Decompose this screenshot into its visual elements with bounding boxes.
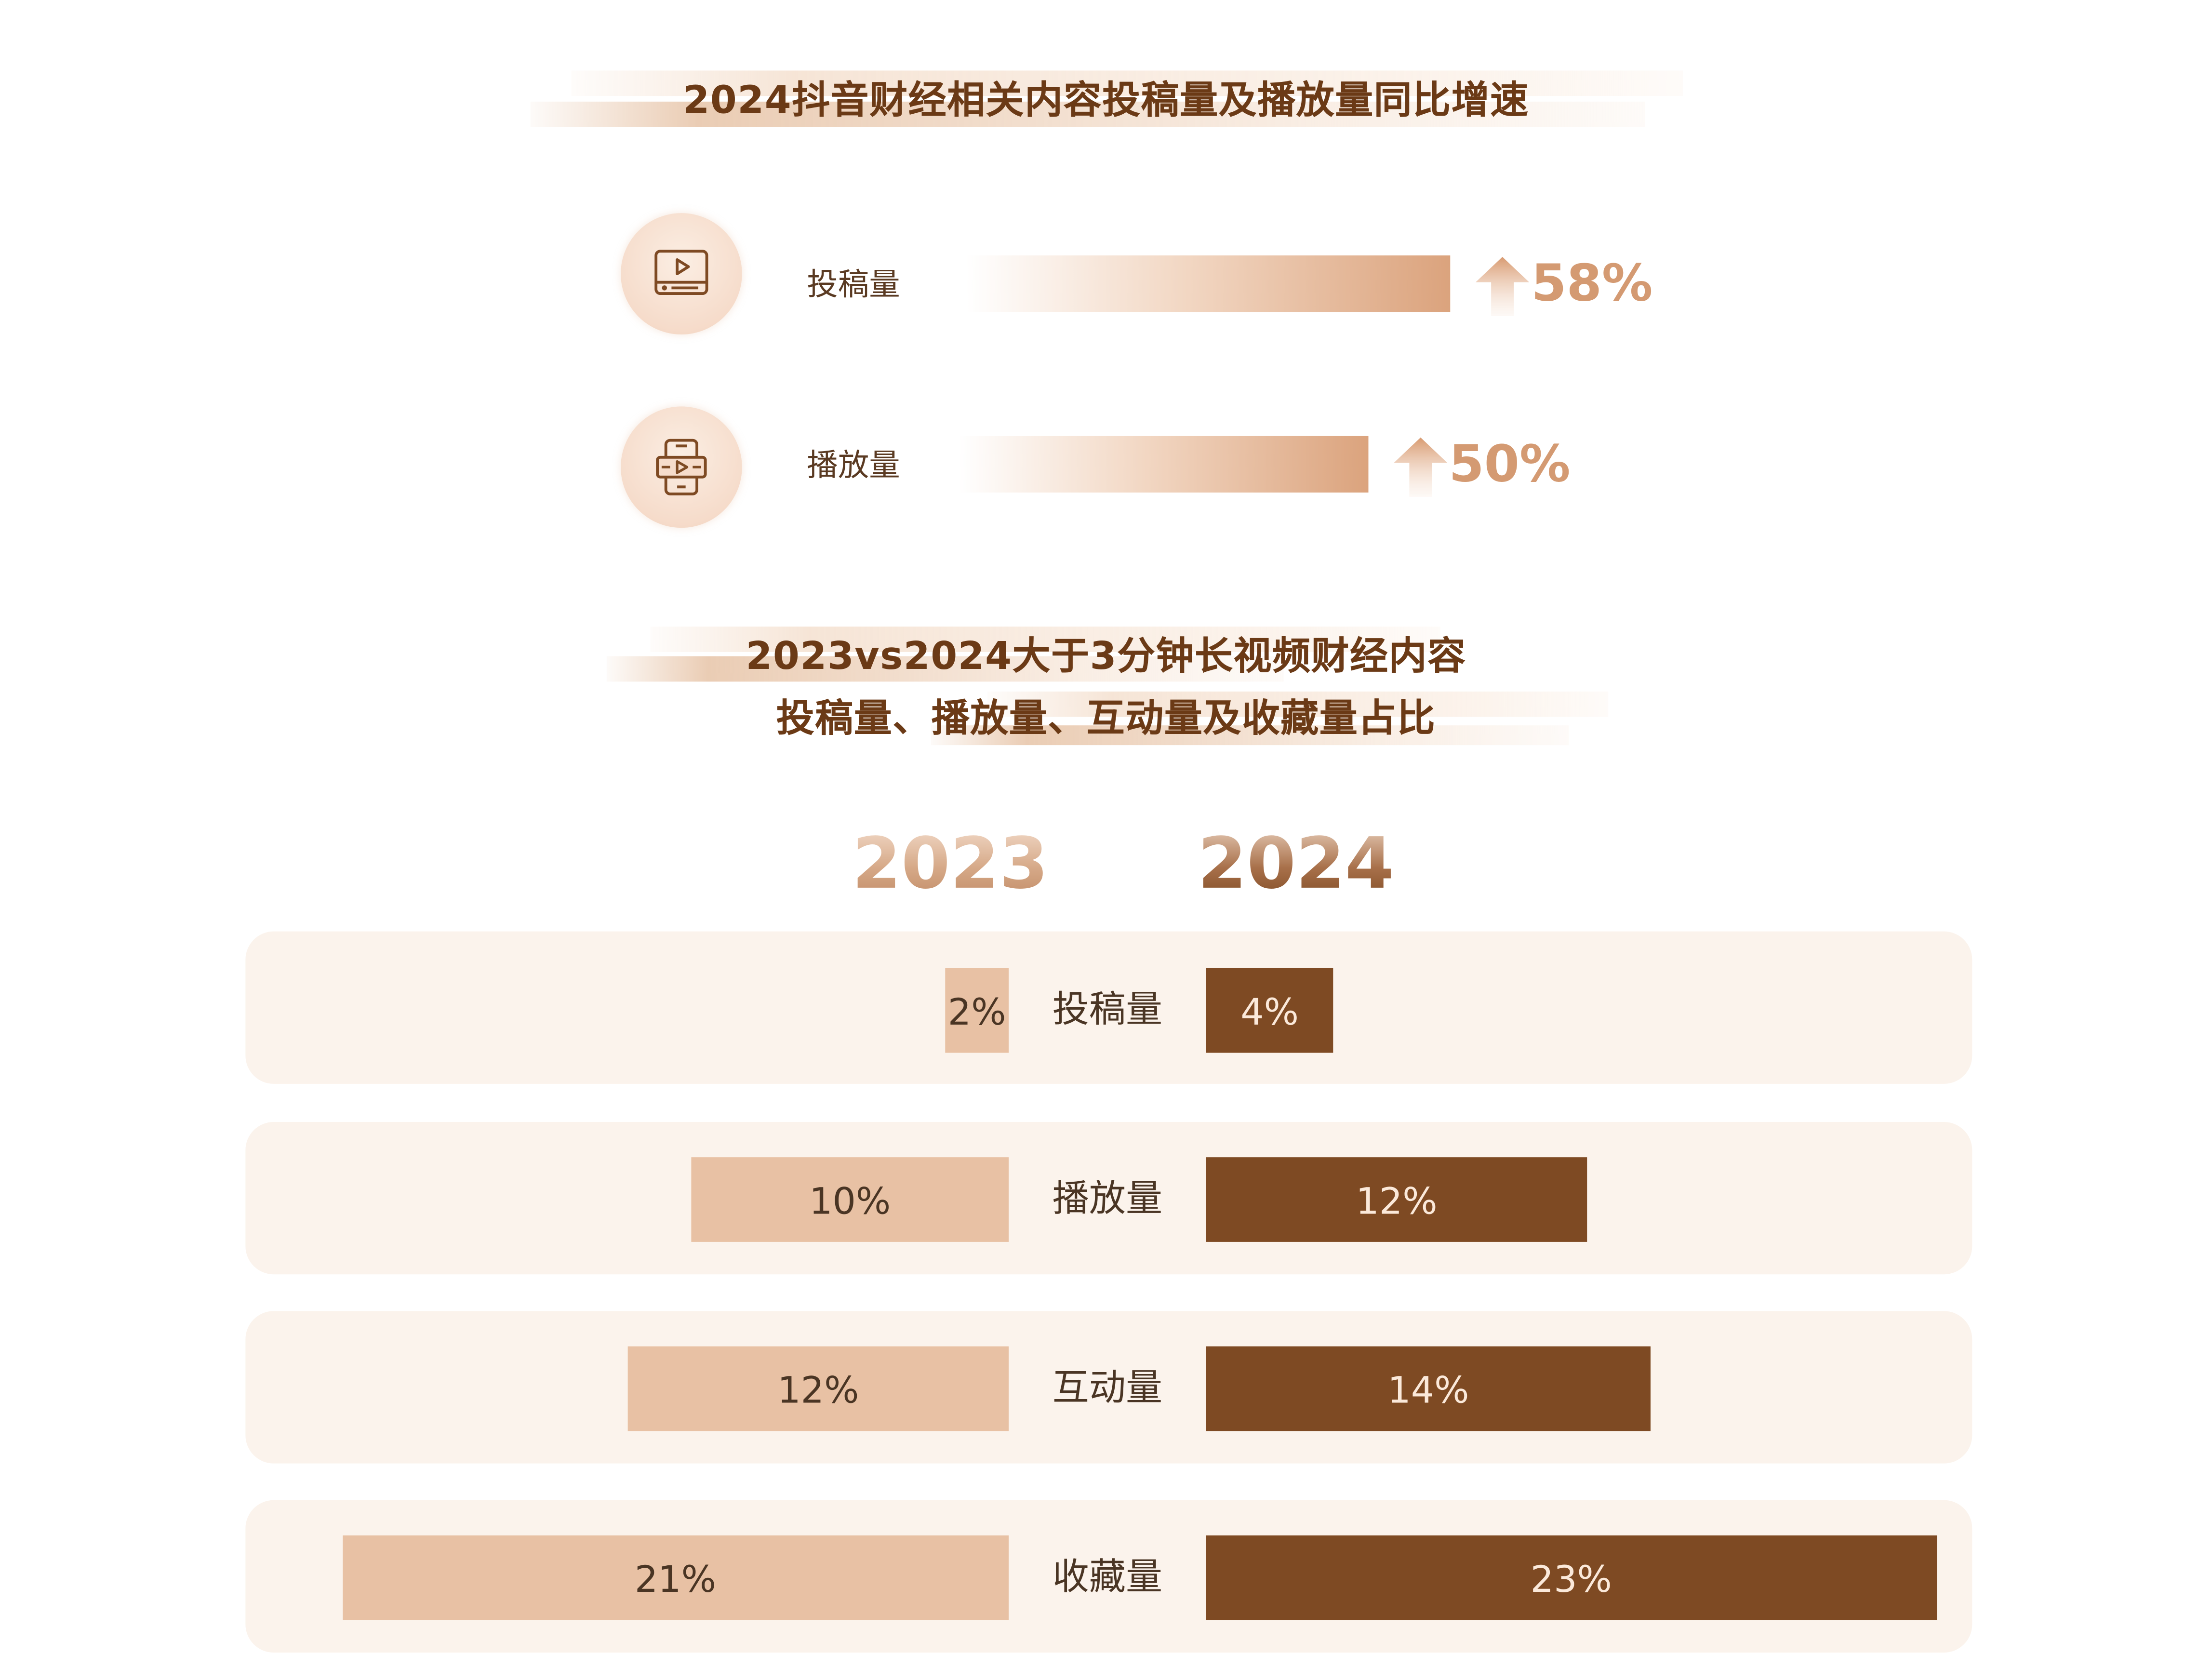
band-row-2 [245,1121,1972,1275]
growth-value-plays: 50% [1449,436,1571,494]
band-row-1 [245,931,1972,1084]
bar-2023-plays: 10% [691,1157,1009,1242]
video-screen-icon [621,213,742,335]
bar-2024-favorites: 23% [1206,1535,1936,1620]
title2-ribbon-3 [987,691,1609,717]
bar-2023-favorites: 21% [342,1535,1009,1620]
phone-video-icon [621,406,742,528]
title-ribbon-top [571,70,1683,96]
up-arrow-icon [1394,437,1448,497]
growth-label-submissions: 投稿量 [807,268,900,304]
title2-ribbon-2 [606,656,1284,682]
bar-2024-plays: 12% [1206,1157,1587,1242]
category-label-submissions: 投稿量 [1052,989,1163,1032]
category-label-interactions: 互动量 [1052,1367,1163,1410]
up-arrow-icon [1476,256,1530,316]
growth-bar-submissions [966,255,1451,312]
comparison-title-line1: 2023vs2024大于3分钟长视频财经内容 [746,635,1466,679]
bar-2023-submissions: 2% [945,968,1009,1053]
category-label-plays: 播放量 [1052,1178,1163,1221]
growth-value-submissions: 58% [1531,255,1653,314]
title-ribbon-bottom [530,101,1645,127]
title2-ribbon-4 [931,725,1569,746]
growth-bar-plays [959,436,1369,493]
growth-section-title: 2024抖音财经相关内容投稿量及播放量同比增速 [683,79,1529,123]
year-label-2023: 2023 [852,823,1049,905]
bar-2024-submissions: 4% [1206,968,1333,1053]
title2-ribbon-1 [650,627,1440,652]
comparison-title-line2: 投稿量、播放量、互动量及收藏量占比 [776,697,1436,741]
band-row-3 [245,1311,1972,1464]
year-label-2024: 2024 [1198,823,1394,905]
category-label-favorites: 收藏量 [1052,1556,1163,1599]
bar-2023-interactions: 12% [627,1346,1009,1431]
growth-label-plays: 播放量 [807,449,900,484]
bar-2024-interactions: 14% [1206,1346,1651,1431]
